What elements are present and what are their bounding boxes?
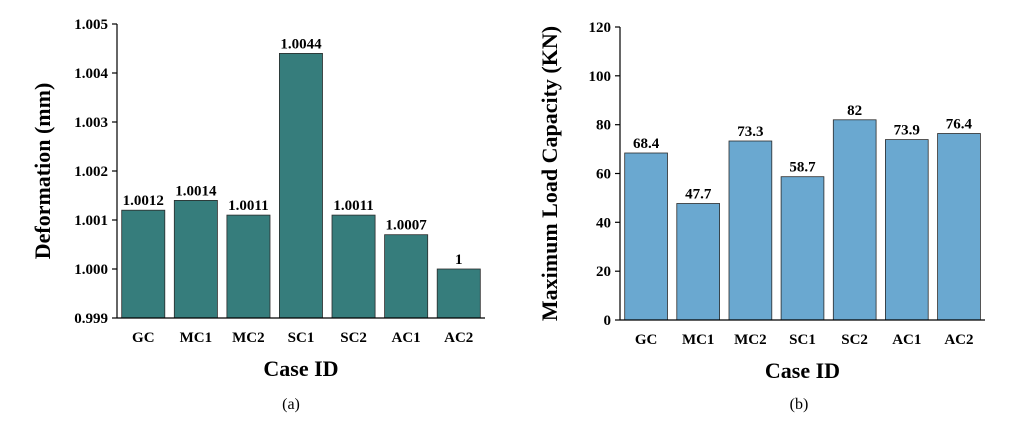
x-tick-label-sc2: SC2 [841,332,868,348]
data-label-gc: 1.0012 [123,193,164,209]
x-tick-label-ac1: AC1 [392,330,421,346]
bar-sc2 [832,119,877,321]
data-label-mc2: 73.3 [737,124,763,140]
chart-load-capacity: 68.4 GC 47.7 MC1 73.3 MC2 58.7 SC1 82 SC2 73.9 AC1 7… [537,20,985,413]
bar-mc1 [676,203,720,321]
y-axis-label: Maximum Load Capacity (KN) [537,26,562,321]
y-tick-label: 120 [589,20,612,36]
x-tick-label-sc1: SC1 [789,332,816,348]
bar-mc2 [728,140,773,321]
y-tick-label: 1.000 [74,262,108,278]
data-label-ac2: 76.4 [946,117,973,133]
x-tick-label-ac2: AC2 [944,332,973,348]
chart-deformation: 1.0012GC1.0014MC11.0011MC21.0044SC11.001… [30,17,485,413]
y-axis-label: Deformation (mm) [30,83,55,260]
bar-mc2 [226,214,271,319]
y-tick-label: 1.003 [74,115,108,131]
panel-label: (a) [282,396,300,413]
data-label-mc1: 1.0014 [175,183,217,199]
x-tick-label-ac1: AC1 [892,332,921,348]
bar-ac1 [384,234,429,319]
y-tick-label: 1.002 [74,164,108,180]
x-tick-label-sc2: SC2 [340,330,367,346]
data-label-sc1: 58.7 [789,160,816,176]
y-tick-label: 0 [604,313,612,329]
data-label-mc2: 1.0011 [228,198,268,214]
x-tick-label-ac2: AC2 [444,330,473,346]
x-tick-label-gc: GC [132,330,155,346]
x-tick-label-mc2: MC2 [734,332,767,348]
bar-mc1 [173,199,218,319]
x-tick-label-mc1: MC1 [682,332,715,348]
y-tick-label: 80 [596,118,611,134]
x-tick-label-mc1: MC1 [180,330,213,346]
data-label-sc1: 1.0044 [280,36,322,52]
y-tick-label: 100 [589,69,612,85]
x-axis-label: Case ID [765,358,840,383]
bar-sc1 [780,176,825,321]
bar-sc2 [331,214,376,319]
y-tick-label: 40 [596,215,611,231]
data-label-gc: 68.4 [633,136,660,152]
data-label-ac2: 1 [455,252,463,268]
bar-ac2 [436,268,481,319]
x-axis-label: Case ID [263,356,338,381]
panel-label: (b) [790,396,809,413]
y-tick-label: 1.001 [74,213,108,229]
bar-ac1 [885,139,929,321]
x-tick-label-gc: GC [635,332,658,348]
bar-gc [624,152,668,321]
bar-sc1 [278,53,323,319]
y-tick-label: 60 [596,167,611,183]
data-label-sc2: 82 [847,103,862,119]
x-tick-label-mc2: MC2 [232,330,265,346]
y-tick-label: 0.999 [74,311,108,327]
bar-gc [121,209,166,319]
y-tick-label: 20 [596,264,611,280]
data-label-mc1: 47.7 [685,187,712,203]
data-label-sc2: 1.0011 [333,198,373,214]
y-tick-label: 1.005 [74,17,108,33]
y-tick-label: 1.004 [74,66,108,82]
data-label-ac1: 73.9 [894,123,920,139]
x-tick-label-sc1: SC1 [288,330,315,346]
data-label-ac1: 1.0007 [385,218,427,234]
bar-ac2 [937,133,981,321]
